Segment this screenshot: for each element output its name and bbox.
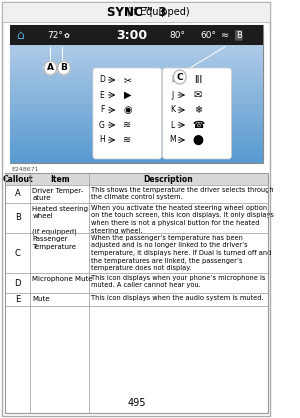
Text: A: A <box>47 64 54 72</box>
FancyBboxPatch shape <box>93 68 162 159</box>
Bar <box>5 173 268 185</box>
Bar <box>10 86 263 93</box>
Text: B: B <box>61 64 68 72</box>
Text: Description: Description <box>144 174 194 184</box>
Text: E248671: E248671 <box>11 167 39 172</box>
Bar <box>10 69 263 75</box>
Bar <box>10 139 263 145</box>
Bar <box>10 57 263 63</box>
Circle shape <box>44 61 57 75</box>
Text: G: G <box>99 120 105 130</box>
Text: ✉: ✉ <box>194 90 202 100</box>
Bar <box>10 25 263 46</box>
Text: ≋: ≋ <box>123 120 131 130</box>
Text: Callout: Callout <box>2 174 33 184</box>
Bar <box>10 104 263 110</box>
Text: 3:00: 3:00 <box>116 29 147 42</box>
Bar <box>10 51 263 57</box>
Text: Passenger
Temperature: Passenger Temperature <box>32 236 76 250</box>
Text: ≈: ≈ <box>221 31 229 41</box>
Bar <box>10 80 263 87</box>
Bar <box>10 98 263 104</box>
Text: ≋: ≋ <box>123 135 131 145</box>
Bar <box>10 63 263 69</box>
Text: D: D <box>99 76 105 84</box>
Text: M: M <box>169 135 176 145</box>
Text: H: H <box>99 135 105 145</box>
Text: C: C <box>176 72 183 82</box>
Bar <box>10 145 263 151</box>
Circle shape <box>58 61 70 75</box>
Text: ✿: ✿ <box>64 32 70 38</box>
FancyBboxPatch shape <box>10 25 263 163</box>
Text: C: C <box>15 248 21 257</box>
Text: ⌂: ⌂ <box>16 29 24 42</box>
Text: SYNC™ 3: SYNC™ 3 <box>106 5 166 18</box>
Text: ⬤: ⬤ <box>193 135 203 145</box>
Text: E: E <box>15 295 20 304</box>
Bar <box>10 110 263 116</box>
Text: This icon displays when the audio system is muted.: This icon displays when the audio system… <box>91 295 264 301</box>
Text: ❄: ❄ <box>194 105 202 115</box>
Text: When you activate the heated steering wheel option
on the touch screen, this ico: When you activate the heated steering wh… <box>91 205 274 234</box>
Text: lll: lll <box>194 75 202 85</box>
Text: 495: 495 <box>127 398 146 408</box>
Text: B: B <box>236 31 242 40</box>
Text: Mute: Mute <box>32 296 50 302</box>
Text: B: B <box>15 214 21 222</box>
Text: D: D <box>14 278 21 288</box>
Text: ◉: ◉ <box>123 105 132 115</box>
Text: When the passenger’s temperature has been
adjusted and is no longer linked to th: When the passenger’s temperature has bee… <box>91 235 272 271</box>
Bar <box>10 127 263 134</box>
Text: A: A <box>15 189 21 199</box>
Text: F: F <box>100 105 104 115</box>
Text: (If Equipped): (If Equipped) <box>83 7 190 17</box>
Text: ✂: ✂ <box>123 75 131 85</box>
Text: Microphone Mute: Microphone Mute <box>32 276 93 282</box>
Text: This shows the temperature the driver selects through
the climate control system: This shows the temperature the driver se… <box>91 187 274 201</box>
Bar <box>10 45 263 51</box>
Text: ☎: ☎ <box>192 120 204 130</box>
Bar <box>10 25 263 43</box>
Bar <box>10 151 263 157</box>
Bar <box>10 157 263 163</box>
Bar <box>10 133 263 140</box>
Bar <box>10 74 263 81</box>
Bar <box>10 92 263 99</box>
Text: Driver Temper-
ature: Driver Temper- ature <box>32 188 83 201</box>
FancyBboxPatch shape <box>2 2 270 22</box>
Text: 72°: 72° <box>47 31 63 40</box>
FancyBboxPatch shape <box>2 2 270 416</box>
FancyBboxPatch shape <box>163 68 231 159</box>
Bar <box>5 173 268 413</box>
Text: This icon displays when your phone’s microphone is
muted. A caller cannot hear y: This icon displays when your phone’s mic… <box>91 275 266 288</box>
Circle shape <box>173 70 186 84</box>
Text: J: J <box>171 91 174 99</box>
Text: L: L <box>170 120 175 130</box>
Text: 60°: 60° <box>201 31 217 40</box>
Bar <box>10 116 263 122</box>
Text: I: I <box>171 76 174 84</box>
Bar <box>10 122 263 128</box>
Text: Heated steering
wheel

(If equipped): Heated steering wheel (If equipped) <box>32 206 88 235</box>
Text: E: E <box>100 91 104 99</box>
Text: Item: Item <box>50 174 70 184</box>
Text: ▶: ▶ <box>124 90 131 100</box>
Text: 80°: 80° <box>169 31 185 40</box>
Text: K: K <box>170 105 175 115</box>
